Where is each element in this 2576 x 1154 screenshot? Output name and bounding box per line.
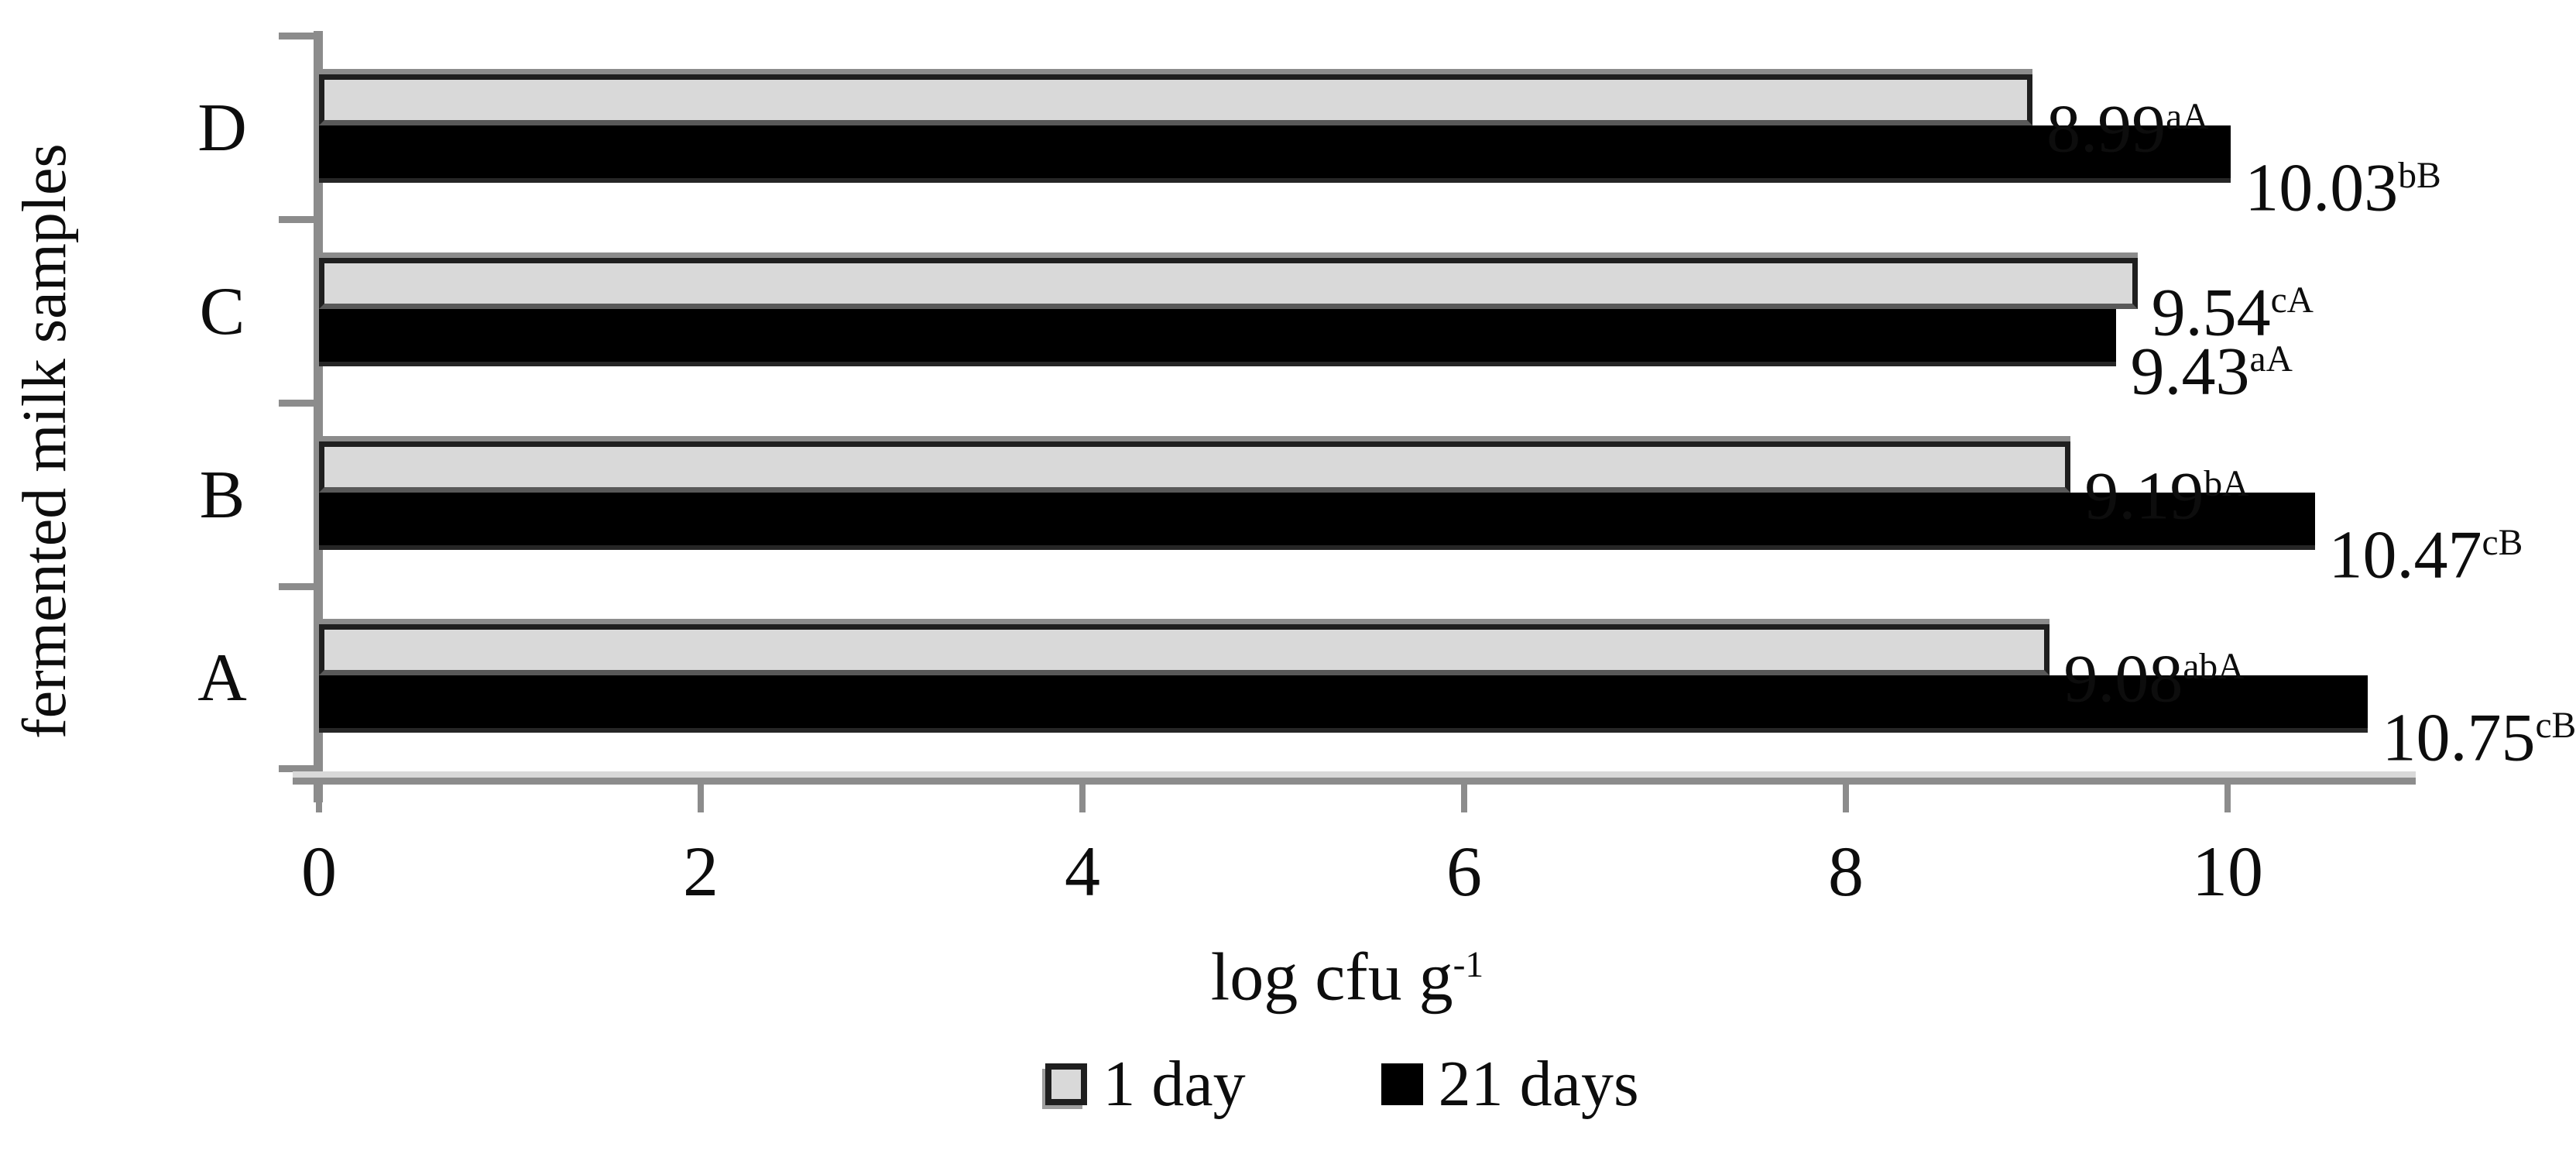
x-axis-tick bbox=[316, 778, 322, 812]
data-label-value: 8.99 bbox=[2046, 91, 2166, 167]
x-axis-tick bbox=[1843, 778, 1849, 812]
bar-21days-A bbox=[319, 675, 2368, 733]
data-label-value: 10.03 bbox=[2245, 150, 2399, 226]
x-axis-tick bbox=[1079, 778, 1086, 812]
legend-swatch-21days-icon bbox=[1381, 1063, 1423, 1105]
bar-1day-B bbox=[319, 441, 2071, 493]
x-tick-label: 10 bbox=[2192, 832, 2263, 911]
bar-group-A: A 9.08abA 10.75cB bbox=[197, 586, 2576, 773]
bar-group-B: B 9.19bA 10.47cB bbox=[200, 403, 2523, 590]
bar-1day-A bbox=[319, 624, 2050, 675]
data-label-21days-C: 9.43aA bbox=[2130, 325, 2292, 407]
data-label-1day-C: 9.54cA bbox=[2152, 266, 2314, 348]
data-label-superscript: cB bbox=[2535, 706, 2576, 746]
data-label-value: 9.43 bbox=[2130, 334, 2250, 410]
data-label-1day-B: 9.19bA bbox=[2084, 449, 2248, 531]
data-label-superscript: bB bbox=[2398, 156, 2441, 196]
x-axis-title: log cfu g-1 bbox=[573, 929, 2122, 1013]
y-axis-tick bbox=[279, 400, 314, 407]
legend-item-21days: 21 days bbox=[1381, 1047, 1639, 1121]
x-axis-tick bbox=[2224, 778, 2231, 812]
legend-swatch-1day-icon bbox=[1045, 1063, 1088, 1105]
category-label-B: B bbox=[199, 458, 245, 533]
data-label-value: 9.08 bbox=[2063, 641, 2183, 717]
data-label-superscript: aA bbox=[2249, 339, 2293, 380]
data-label-1day-D: 8.99aA bbox=[2046, 82, 2208, 164]
y-axis-tick bbox=[279, 583, 314, 590]
x-axis-tick bbox=[698, 778, 704, 812]
data-label-21days-A: 10.75cB bbox=[2382, 691, 2576, 773]
x-axis-title-superscript: -1 bbox=[1453, 945, 1484, 985]
x-axis-tick bbox=[1461, 778, 1467, 812]
data-label-21days-D: 10.03bB bbox=[2245, 141, 2441, 223]
data-label-21days-B: 10.47cB bbox=[2329, 508, 2523, 590]
legend-label-1day: 1 day bbox=[1103, 1048, 1246, 1120]
bar-group-C: C 9.54cA 9.43aA bbox=[200, 219, 2416, 407]
category-label-A: A bbox=[197, 641, 247, 716]
data-label-value: 10.47 bbox=[2328, 517, 2482, 593]
bar-21days-D bbox=[319, 125, 2231, 183]
y-axis-line bbox=[314, 31, 323, 802]
legend-label-21days: 21 days bbox=[1438, 1048, 1639, 1120]
category-label-D: D bbox=[197, 91, 247, 166]
y-axis-tick bbox=[279, 216, 314, 223]
data-label-value: 10.75 bbox=[2382, 700, 2536, 776]
x-axis-line bbox=[293, 771, 2416, 785]
legend: 1 day 21 days bbox=[54, 1047, 2576, 1121]
data-label-value: 9.54 bbox=[2151, 275, 2271, 351]
bar-1day-C bbox=[319, 258, 2138, 309]
bar-group-D: D 8.99aA 10.03bB bbox=[197, 36, 2441, 223]
bar-21days-B bbox=[319, 493, 2315, 550]
data-label-superscript: bA bbox=[2204, 464, 2249, 504]
y-axis-title: fermented milk samples bbox=[11, 143, 79, 740]
y-axis-tick bbox=[279, 33, 314, 39]
data-label-superscript: aA bbox=[2166, 97, 2209, 137]
bar-21days-C bbox=[319, 309, 2117, 366]
data-label-superscript: cA bbox=[2270, 280, 2314, 321]
y-axis-tick bbox=[279, 765, 314, 772]
x-tick-label: 4 bbox=[1065, 832, 1100, 911]
category-label-C: C bbox=[199, 274, 245, 349]
data-label-superscript: abA bbox=[2183, 647, 2245, 687]
x-axis-title-text: log cfu g bbox=[1210, 939, 1453, 1015]
legend-item-1day: 1 day bbox=[1045, 1047, 1246, 1121]
data-label-1day-A: 9.08abA bbox=[2063, 632, 2244, 714]
x-tick-label: 8 bbox=[1828, 832, 1864, 911]
bar-1day-D bbox=[319, 74, 2033, 125]
data-label-superscript: cB bbox=[2482, 523, 2523, 563]
x-tick-label: 2 bbox=[683, 832, 719, 911]
data-label-value: 9.19 bbox=[2084, 459, 2204, 534]
x-tick-label: 6 bbox=[1446, 832, 1482, 911]
x-tick-label: 0 bbox=[301, 832, 337, 911]
